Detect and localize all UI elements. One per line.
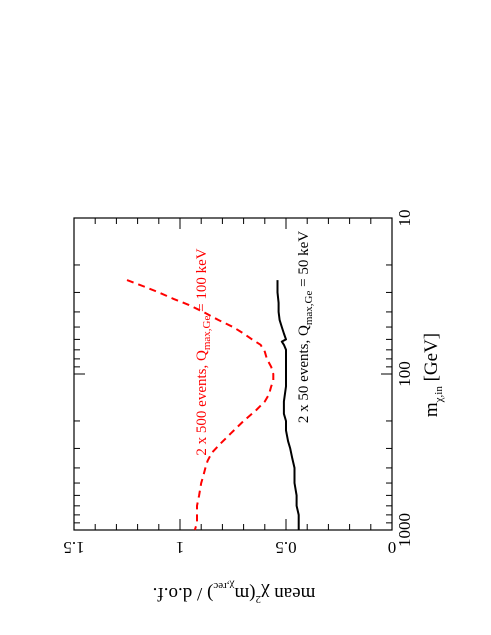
x-tick-label: 10: [395, 210, 414, 227]
annotation-red-series: 2 x 500 events, Qmax,Ge = 100 keV: [194, 248, 213, 455]
y-tick-label: 1.5: [63, 538, 84, 557]
y-axis-label-post: ) / d.o.f.: [153, 583, 214, 604]
x-tick-label: 100: [395, 361, 414, 387]
annotation-black-post: = 50 keV: [296, 231, 312, 291]
series-line-red-dashed: [126, 279, 275, 531]
annotation-red-post: = 100 keV: [194, 248, 210, 315]
y-tick-label: 0: [388, 538, 397, 557]
annotation-black-sub: max,Ge: [303, 291, 315, 326]
annotation-black-series: 2 x 50 events, Qmax,Ge = 50 keV: [296, 231, 315, 423]
y-tick-label: 1: [176, 538, 185, 557]
y-axis-label-sup: 2: [256, 593, 262, 605]
series-line-black-solid: [276, 280, 300, 530]
x-axis-label-tail: [GeV]: [421, 333, 442, 386]
series-layer: [126, 279, 300, 531]
y-axis-label-pre: mean χ: [260, 583, 315, 604]
x-tick-label: 1000: [395, 513, 414, 547]
y-tick-label: 0.5: [275, 538, 296, 557]
annotation-red-pre: 2 x 500 events, Q: [194, 350, 210, 456]
plot-frame: [73, 217, 393, 531]
x-axis-ticks: 10 100 1000: [74, 210, 414, 547]
annotation-black-pre: 2 x 50 events, Q: [296, 325, 312, 423]
y-axis-ticks: 0 0.5 1 1.5: [63, 218, 396, 557]
annotation-red-sub: max,Ge: [201, 316, 213, 351]
x-axis-label: mχ,in [GeV]: [421, 333, 445, 417]
x-axis-label-main: m: [421, 402, 442, 417]
y-axis-label-sub: χ,rec: [213, 580, 235, 592]
y-axis-label: mean χ2(mχ,rec) / d.o.f.: [153, 580, 316, 605]
y-axis-label-mid: (m: [234, 583, 255, 604]
x-axis-label-sub: χ,in: [433, 386, 445, 404]
